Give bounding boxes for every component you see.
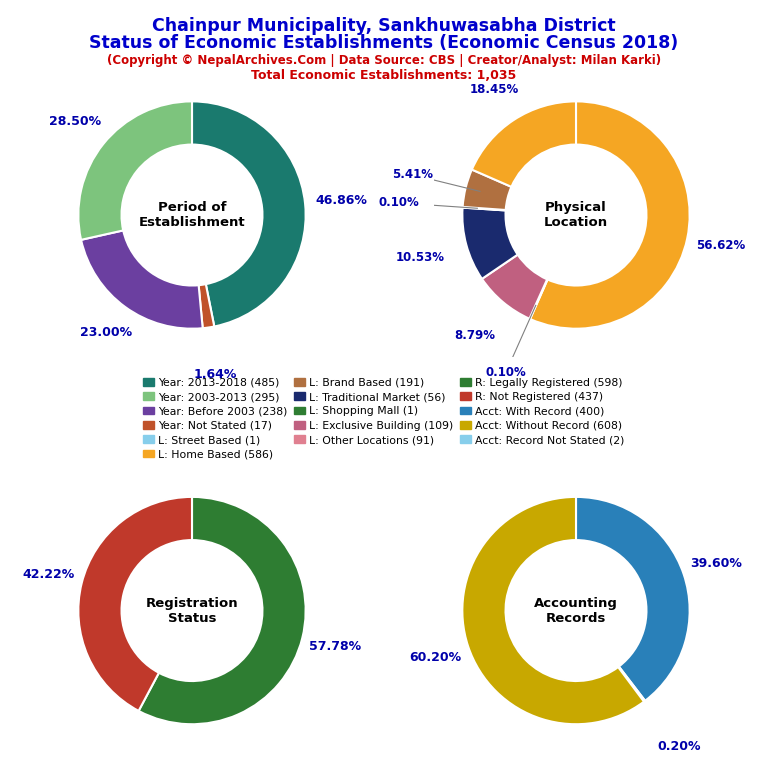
Text: 39.60%: 39.60%: [690, 557, 742, 570]
Legend: Year: 2013-2018 (485), Year: 2003-2013 (295), Year: Before 2003 (238), Year: Not: Year: 2013-2018 (485), Year: 2003-2013 (…: [144, 378, 624, 459]
Text: (Copyright © NepalArchives.Com | Data Source: CBS | Creator/Analyst: Milan Karki: (Copyright © NepalArchives.Com | Data So…: [107, 54, 661, 67]
Text: Accounting
Records: Accounting Records: [534, 597, 618, 624]
Wedge shape: [462, 207, 505, 210]
Wedge shape: [192, 101, 306, 326]
Wedge shape: [462, 170, 511, 210]
Text: Registration
Status: Registration Status: [146, 597, 238, 624]
Text: 0.20%: 0.20%: [657, 740, 700, 753]
Text: Period of
Establishment: Period of Establishment: [139, 201, 245, 229]
Text: 1.64%: 1.64%: [194, 368, 237, 381]
Wedge shape: [576, 497, 690, 701]
Wedge shape: [618, 667, 645, 702]
Text: 57.78%: 57.78%: [310, 640, 362, 653]
Text: Total Economic Establishments: 1,035: Total Economic Establishments: 1,035: [251, 69, 517, 82]
Text: 18.45%: 18.45%: [469, 83, 518, 96]
Text: Chainpur Municipality, Sankhuwasabha District: Chainpur Municipality, Sankhuwasabha Dis…: [152, 17, 616, 35]
Wedge shape: [199, 284, 214, 328]
Wedge shape: [529, 280, 548, 319]
Wedge shape: [81, 230, 203, 329]
Text: 8.79%: 8.79%: [455, 329, 495, 342]
Wedge shape: [530, 101, 690, 329]
Wedge shape: [482, 255, 547, 319]
Text: 10.53%: 10.53%: [396, 251, 445, 264]
Text: Physical
Location: Physical Location: [544, 201, 608, 229]
Wedge shape: [138, 497, 306, 724]
Wedge shape: [462, 207, 518, 279]
Text: 56.62%: 56.62%: [696, 239, 745, 252]
Text: 42.22%: 42.22%: [22, 568, 74, 581]
Text: Status of Economic Establishments (Economic Census 2018): Status of Economic Establishments (Econo…: [89, 34, 679, 51]
Text: 5.41%: 5.41%: [392, 168, 433, 181]
Text: 23.00%: 23.00%: [81, 326, 133, 339]
Wedge shape: [462, 497, 644, 724]
Text: 0.10%: 0.10%: [379, 197, 419, 210]
Wedge shape: [78, 101, 192, 240]
Text: 0.10%: 0.10%: [485, 366, 526, 379]
Text: 28.50%: 28.50%: [49, 114, 101, 127]
Text: 46.86%: 46.86%: [316, 194, 367, 207]
Wedge shape: [78, 497, 192, 711]
Wedge shape: [472, 101, 576, 187]
Text: 60.20%: 60.20%: [409, 650, 462, 664]
